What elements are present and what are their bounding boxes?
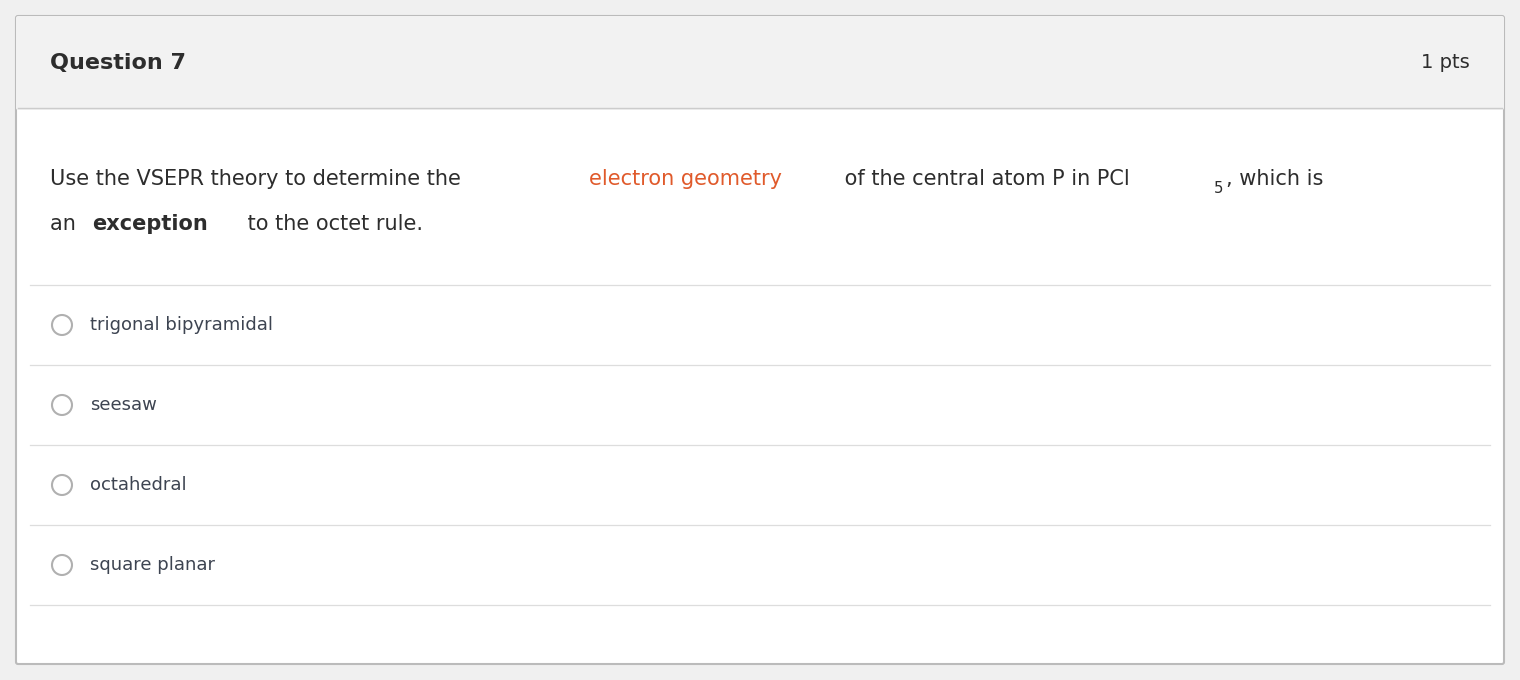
Text: octahedral: octahedral (90, 476, 187, 494)
FancyBboxPatch shape (17, 16, 1503, 110)
Text: exception: exception (91, 214, 208, 234)
Text: Question 7: Question 7 (50, 53, 185, 73)
Text: Use the VSEPR theory to determine the: Use the VSEPR theory to determine the (50, 169, 468, 189)
Text: seesaw: seesaw (90, 396, 157, 414)
Text: , which is: , which is (1227, 169, 1324, 189)
Text: electron geometry: electron geometry (588, 169, 781, 189)
FancyBboxPatch shape (17, 16, 1503, 664)
Text: an: an (50, 214, 82, 234)
Text: 1 pts: 1 pts (1421, 54, 1470, 73)
Text: square planar: square planar (90, 556, 214, 574)
Text: of the central atom P in PCl: of the central atom P in PCl (838, 169, 1129, 189)
Text: trigonal bipyramidal: trigonal bipyramidal (90, 316, 274, 334)
Text: 5: 5 (1214, 182, 1224, 197)
Text: to the octet rule.: to the octet rule. (242, 214, 423, 234)
